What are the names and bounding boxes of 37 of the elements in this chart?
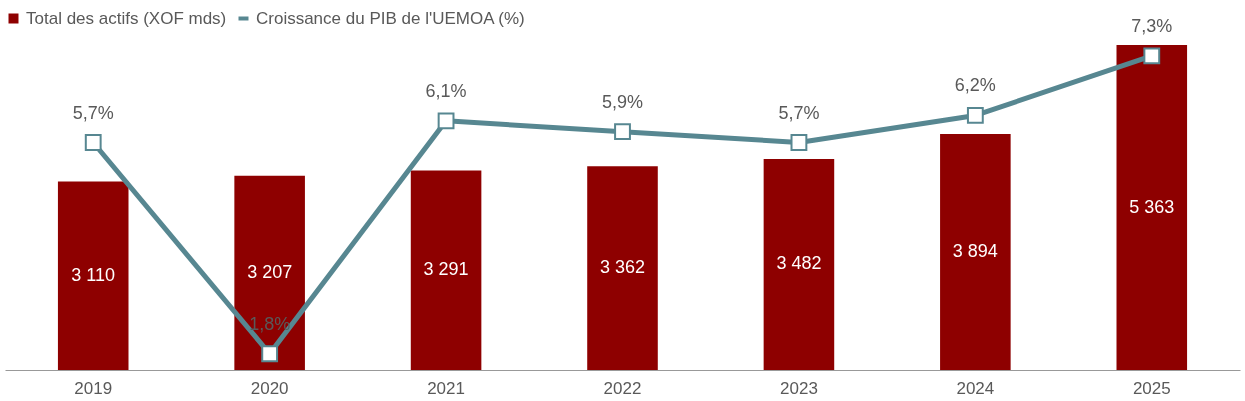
- x-tick-label: 2022: [603, 378, 642, 398]
- bar: [57, 181, 129, 370]
- x-tick-label: 2021: [427, 378, 465, 398]
- bar: [587, 166, 658, 370]
- data-label: 3 482: [776, 253, 822, 274]
- data-label: 1,8%: [249, 313, 291, 334]
- bar: [940, 134, 1011, 370]
- data-label: 5,7%: [72, 102, 114, 123]
- data-label: 7,3%: [1131, 15, 1173, 36]
- data-label: 3 362: [599, 257, 646, 278]
- x-tick-label: 2023: [780, 378, 818, 398]
- data-label: 5 363: [1129, 196, 1175, 217]
- bar: [763, 158, 835, 370]
- legend-label: Croissance du PIB de l'UEMOA (%): [256, 8, 525, 28]
- point: [261, 345, 279, 363]
- point: [437, 112, 455, 130]
- x-tick-label: 2024: [956, 378, 995, 398]
- data-label: 6,1%: [425, 80, 467, 101]
- bar: [1116, 45, 1188, 370]
- x-tick-label: 2019: [74, 378, 113, 398]
- point: [966, 107, 984, 124]
- data-label: 3 291: [423, 259, 469, 280]
- bar: [234, 175, 305, 370]
- point: [790, 134, 808, 151]
- data-label: 3 110: [71, 264, 116, 285]
- point: [1143, 47, 1161, 65]
- x-tick-label: 2025: [1132, 378, 1171, 398]
- data-label: 5,9%: [601, 91, 644, 112]
- data-label: 5,7%: [778, 102, 820, 123]
- data-label: 3 894: [952, 241, 998, 262]
- data-label: 3 207: [247, 261, 293, 282]
- bar: [410, 170, 482, 370]
- x-tick-label: 2020: [250, 378, 289, 398]
- point: [614, 123, 631, 141]
- data-label: 6,2%: [954, 75, 996, 96]
- legend-label: Total des actifs (XOF mds): [26, 8, 227, 28]
- point: [84, 134, 102, 151]
